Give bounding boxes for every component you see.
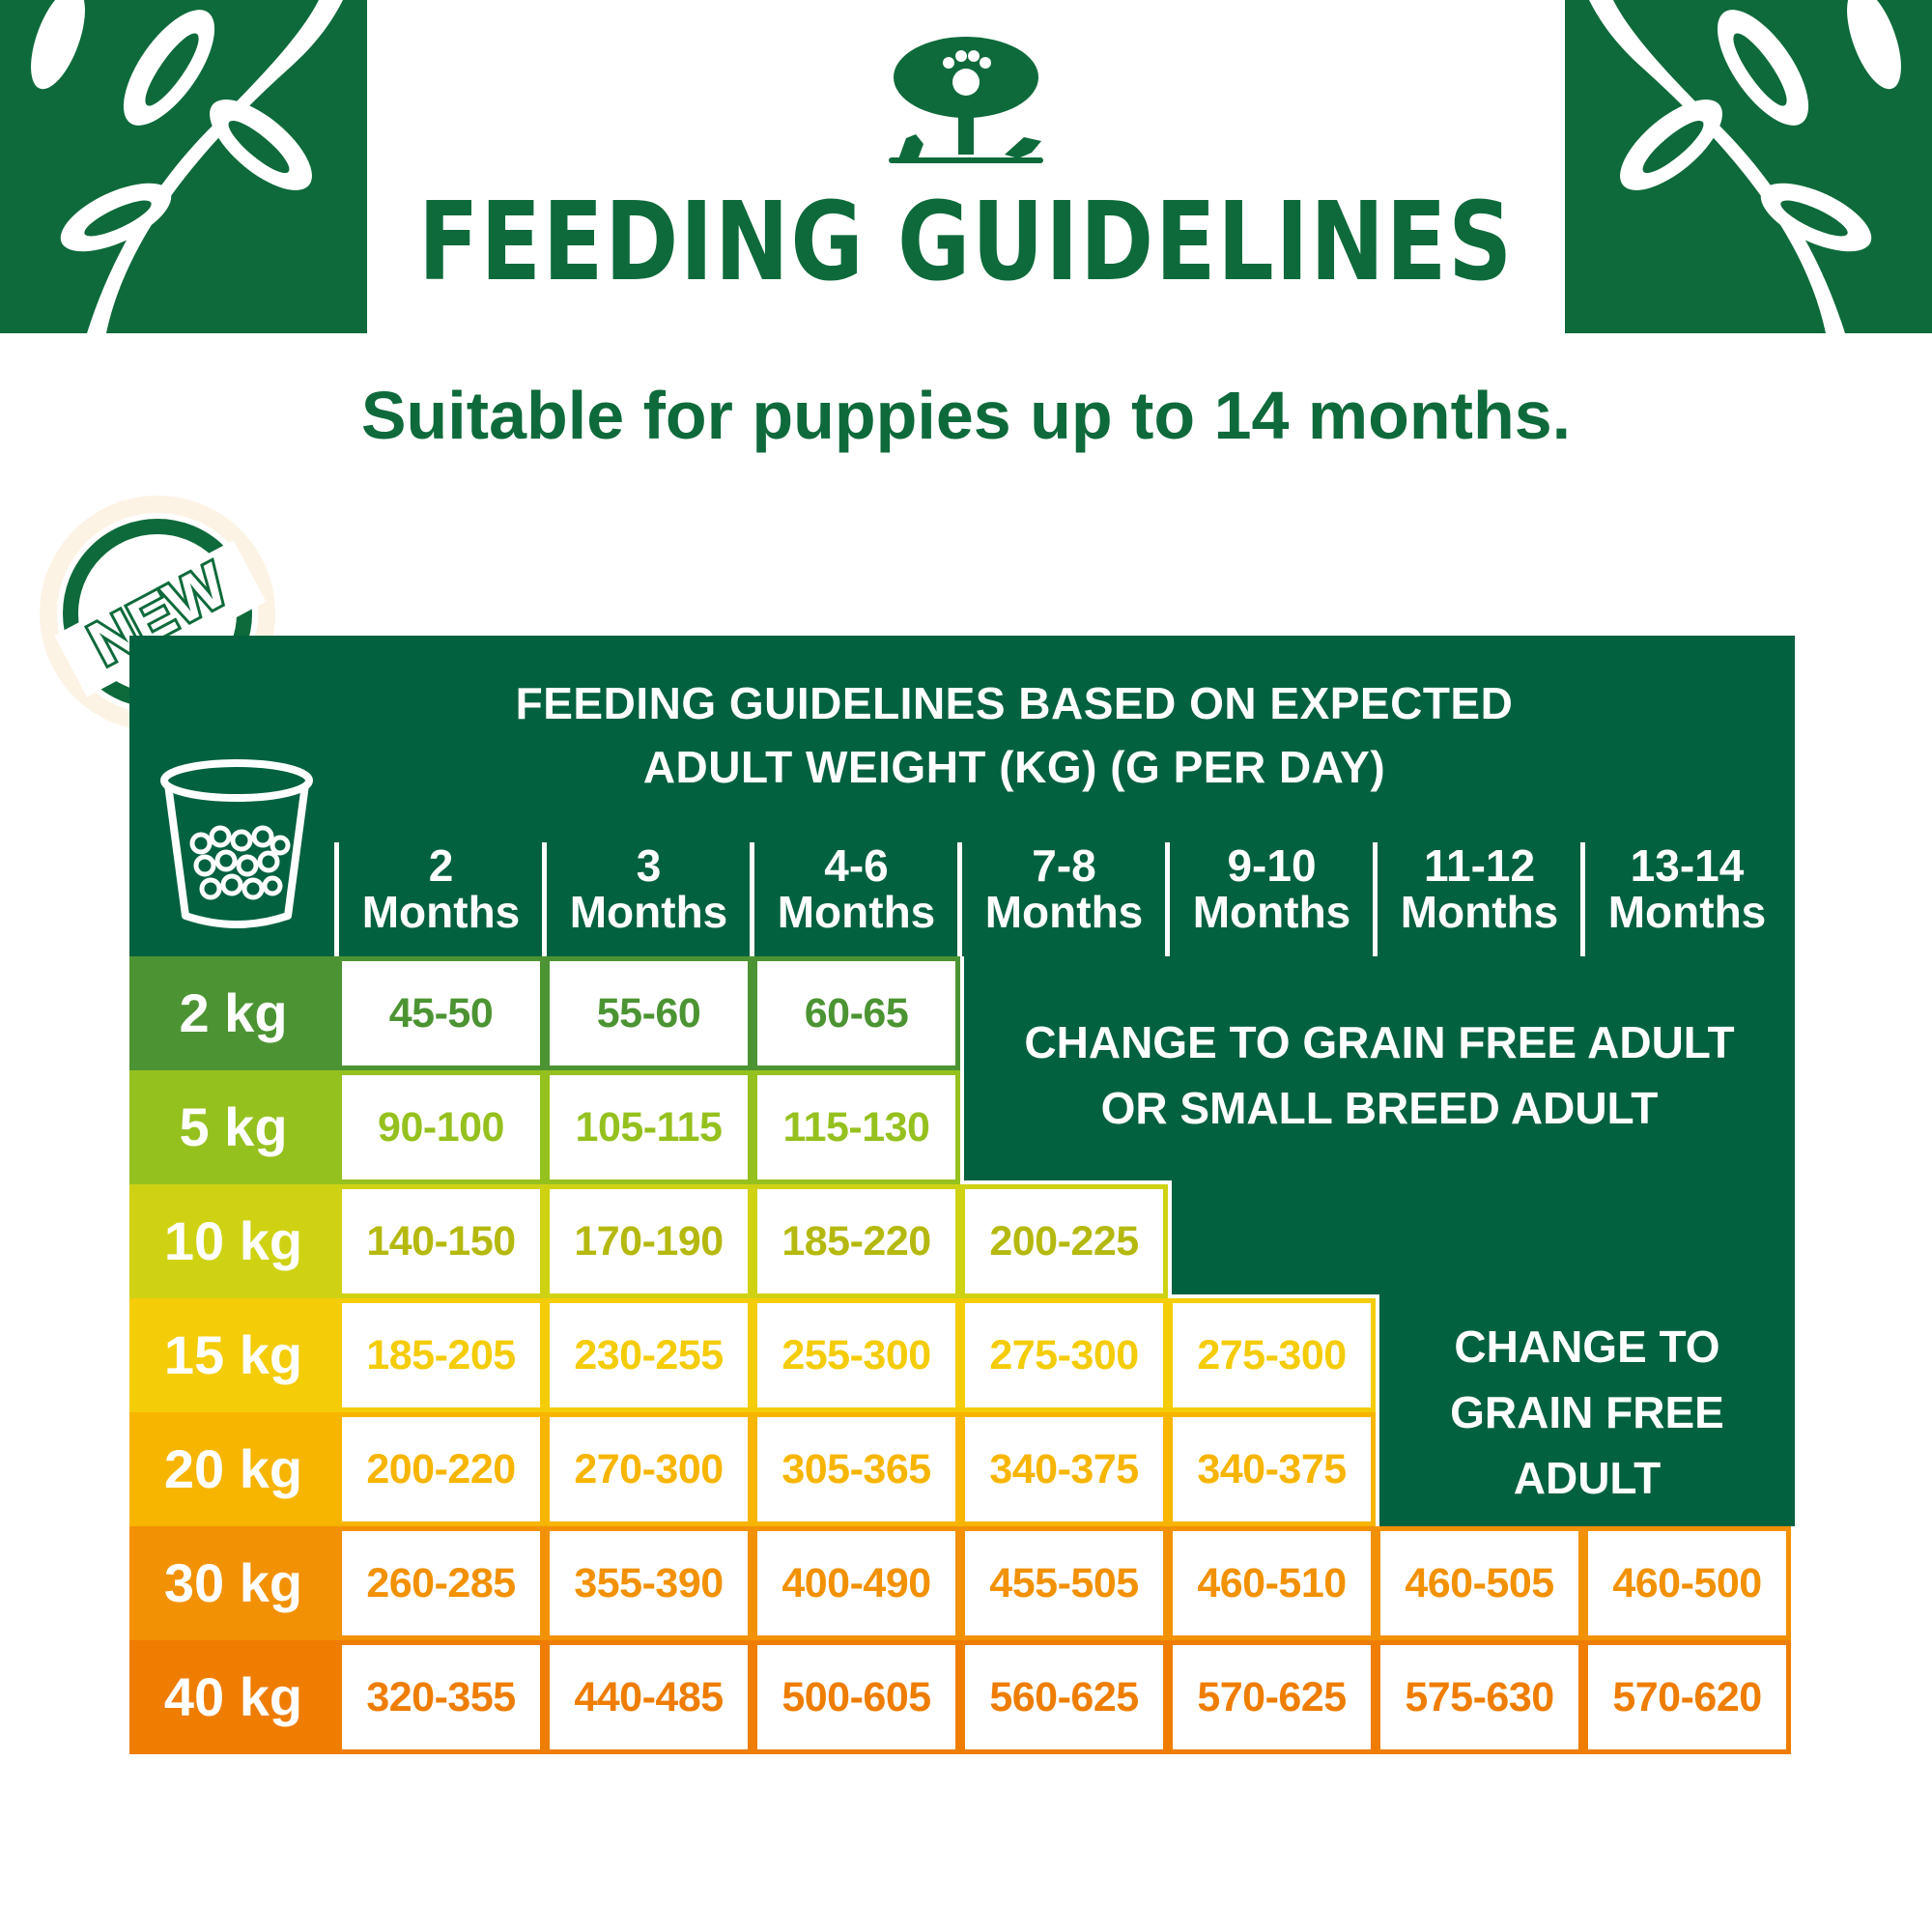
row-weight-label: 40 kg (129, 1640, 337, 1754)
small-breed-message: CHANGE TO GRAIN FREE ADULT OR SMALL BREE… (1024, 1017, 1735, 1133)
column-header: 7-8 Months (984, 840, 1144, 937)
table-cell: 260-285 (337, 1526, 545, 1640)
table-cell: 275-300 (1168, 1298, 1376, 1412)
table-cell: 560-625 (960, 1640, 1168, 1754)
table-cell: 400-490 (753, 1526, 960, 1640)
table-cell: 90-100 (337, 1070, 545, 1184)
table-cell: 255-300 (753, 1298, 960, 1412)
table-cell: 305-365 (753, 1412, 960, 1526)
table-header (129, 636, 1795, 956)
column-divider (1580, 842, 1585, 956)
table-cell: 320-355 (337, 1640, 545, 1754)
table-cell: 200-225 (960, 1184, 1168, 1298)
column-divider (1165, 842, 1170, 956)
table-cell: 355-390 (545, 1526, 753, 1640)
table-cell: 340-375 (1168, 1412, 1376, 1526)
table-heading-line2: ADULT WEIGHT (KG) (G PER DAY) (642, 742, 1386, 792)
column-header: 13-14 Months (1607, 840, 1767, 937)
column-header: 9-10 Months (1192, 840, 1351, 937)
new-badge: NEW (37, 493, 278, 734)
table-cell: 575-630 (1376, 1640, 1583, 1754)
table-cell: 455-505 (960, 1526, 1168, 1640)
table-cell: 105-115 (545, 1070, 753, 1184)
message-block-mid (1172, 1180, 1795, 1294)
table-cell: 200-220 (337, 1412, 545, 1526)
table-heading: FEEDING GUIDELINES BASED ON EXPECTED ADU… (435, 671, 1594, 799)
table-cell: 570-625 (1168, 1640, 1376, 1754)
table-cell: 460-505 (1376, 1526, 1583, 1640)
message-block-adult (1379, 1294, 1795, 1526)
tree-paw-logo-icon (869, 24, 1063, 179)
table-cell: 45-50 (337, 956, 545, 1070)
table-cell: 270-300 (545, 1412, 753, 1526)
table-cell: 140-150 (337, 1184, 545, 1298)
table-heading-line1: FEEDING GUIDELINES BASED ON EXPECTED (515, 678, 1514, 728)
row-weight-label: 2 kg (129, 956, 337, 1070)
row-weight-label: 5 kg (129, 1070, 337, 1184)
table-cell: 185-205 (337, 1298, 545, 1412)
table-cell: 440-485 (545, 1640, 753, 1754)
table-cell: 500-605 (753, 1640, 960, 1754)
table-cell: 570-620 (1583, 1640, 1791, 1754)
column-divider (542, 842, 547, 956)
row-weight-label: 30 kg (129, 1526, 337, 1640)
table-cell: 60-65 (753, 956, 960, 1070)
column-divider (334, 842, 339, 956)
column-header: 3 Months (569, 840, 728, 937)
page-title: FEEDING GUIDELINES (418, 180, 1514, 305)
column-divider (750, 842, 754, 956)
table-cell: 115-130 (753, 1070, 960, 1184)
leaf-branch-icon (1565, 0, 1932, 333)
table-cell: 170-190 (545, 1184, 753, 1298)
table-cell: 55-60 (545, 956, 753, 1070)
table-cell: 460-500 (1583, 1526, 1791, 1640)
table-cell: 460-510 (1168, 1526, 1376, 1640)
table-cell: 185-220 (753, 1184, 960, 1298)
page-subtitle: Suitable for puppies up to 14 months. (360, 378, 1572, 453)
column-divider (957, 842, 962, 956)
message-block-top (964, 956, 1795, 1180)
column-header: 4-6 Months (777, 840, 936, 937)
row-weight-label: 15 kg (129, 1298, 337, 1412)
table-cell: 275-300 (960, 1298, 1168, 1412)
table-cell: 230-255 (545, 1298, 753, 1412)
column-header: 2 Months (361, 840, 521, 937)
column-divider (1373, 842, 1378, 956)
table-cell: 340-375 (960, 1412, 1168, 1526)
leaf-branch-icon (0, 0, 367, 333)
row-weight-label: 10 kg (129, 1184, 337, 1298)
column-header: 11-12 Months (1400, 840, 1559, 937)
row-weight-label: 20 kg (129, 1412, 337, 1526)
grain-free-adult-message: CHANGE TO GRAIN FREE ADULT (1450, 1321, 1724, 1503)
feeding-cup-icon (155, 752, 319, 935)
